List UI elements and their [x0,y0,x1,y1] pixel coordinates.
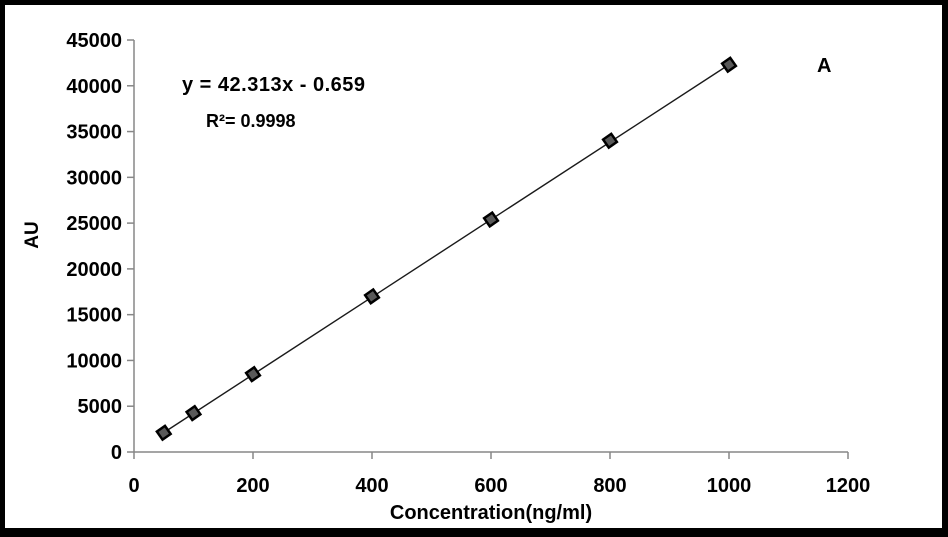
y-tick-label: 30000 [66,167,122,189]
x-tick-label: 200 [236,475,269,497]
y-tick-label: 45000 [66,30,122,52]
calibration-curve-chart: 0500010000150002000025000300003500040000… [66,30,871,497]
x-tick-label: 0 [128,475,139,497]
x-tick-label: 400 [355,475,388,497]
y-tick-label: 40000 [66,76,122,98]
y-tick-label: 0 [111,442,122,464]
data-point-marker [720,56,738,74]
data-point-marker [363,287,381,305]
r-squared-label: R²= 0.9998 [206,111,296,131]
x-tick-label: 800 [593,475,626,497]
x-tick-label: 600 [474,475,507,497]
y-tick-label: 15000 [66,305,122,327]
y-tick-label: 5000 [78,396,123,418]
y-tick-label: 25000 [66,213,122,235]
panel-label: A [817,55,832,77]
y-tick-label: 20000 [66,259,122,281]
x-axis-title: Concentration(ng/ml) [389,502,593,524]
data-point-marker [244,365,262,383]
y-tick-label: 10000 [66,350,122,372]
trendline-equation: y = 42.313x - 0.659 [182,74,366,96]
y-tick-label: 35000 [66,122,122,144]
x-tick-label: 1200 [826,475,871,497]
data-point-marker [155,424,173,442]
data-point-marker [184,404,203,422]
x-tick-label: 1000 [707,475,752,497]
data-point-marker [601,132,619,150]
data-point-marker [482,210,500,229]
y-axis-title: AU [22,221,43,249]
